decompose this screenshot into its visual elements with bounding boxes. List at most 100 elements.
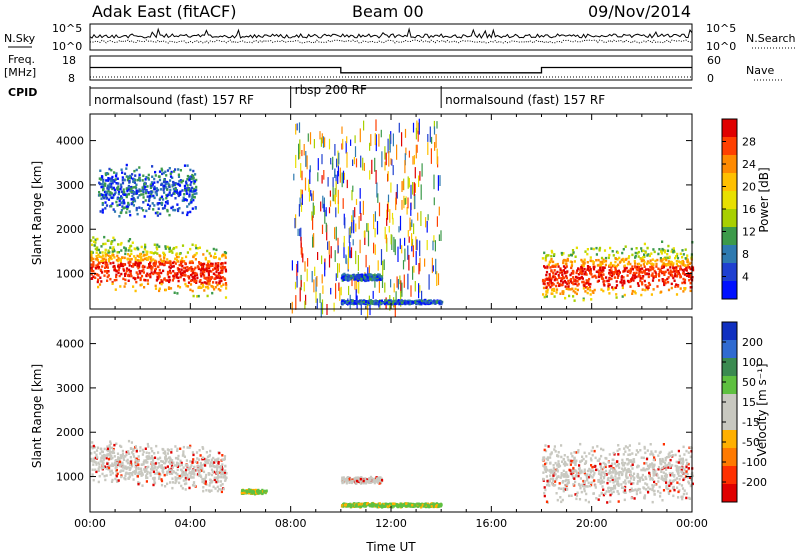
data-cell	[160, 459, 163, 463]
data-cell	[96, 273, 99, 276]
data-cell	[137, 455, 140, 458]
data-cell	[90, 459, 93, 463]
data-cell	[139, 189, 142, 193]
data-cell	[174, 273, 177, 277]
data-cell	[138, 194, 141, 197]
data-cell	[147, 178, 150, 181]
data-cell	[155, 272, 158, 275]
data-cell	[607, 279, 610, 282]
data-cell	[130, 472, 133, 475]
data-cell	[352, 159, 354, 166]
data-cell	[151, 449, 154, 453]
data-cell	[560, 251, 563, 255]
data-cell	[126, 472, 130, 475]
data-cell	[142, 268, 145, 271]
data-cell	[128, 254, 131, 258]
data-cell	[94, 238, 97, 242]
data-cell	[143, 286, 146, 289]
data-cell	[143, 468, 146, 471]
data-cell	[104, 172, 107, 175]
data-cell	[415, 144, 417, 159]
data-cell	[577, 273, 580, 276]
data-cell	[122, 457, 125, 460]
data-cell	[424, 258, 426, 267]
data-cell	[123, 263, 126, 266]
data-cell	[410, 184, 412, 199]
data-cell	[178, 191, 181, 194]
data-cell	[90, 273, 93, 276]
data-cell	[562, 259, 565, 263]
data-cell	[178, 268, 181, 271]
data-cell	[632, 271, 635, 275]
data-cell	[117, 190, 121, 194]
data-cell	[589, 293, 592, 296]
data-cell	[433, 126, 436, 135]
data-cell	[121, 452, 125, 456]
data-cell	[652, 248, 655, 251]
data-cell	[570, 272, 573, 275]
data-cell	[424, 300, 427, 303]
data-cell	[211, 276, 214, 279]
data-cell	[172, 247, 175, 251]
data-cell	[412, 156, 414, 165]
data-cell	[161, 172, 164, 176]
data-cell	[179, 275, 182, 279]
data-cell	[611, 286, 614, 289]
data-cell	[111, 462, 114, 465]
data-cell	[92, 444, 95, 448]
data-cell	[104, 207, 107, 210]
data-cell	[673, 279, 676, 282]
data-cell	[565, 259, 568, 263]
data-cell	[113, 463, 116, 467]
data-cell	[134, 263, 137, 267]
data-cell	[547, 254, 550, 257]
data-cell	[560, 277, 564, 280]
data-cell	[137, 190, 140, 193]
data-cell	[121, 171, 124, 174]
data-cell	[111, 282, 114, 285]
data-cell	[358, 300, 361, 303]
data-cell	[122, 469, 125, 472]
data-cell	[418, 263, 420, 275]
data-cell	[614, 257, 618, 260]
data-cell	[173, 208, 177, 212]
data-cell	[149, 266, 152, 270]
data-cell	[400, 291, 402, 307]
data-cell	[202, 270, 205, 273]
data-cell	[316, 276, 318, 287]
data-cell	[553, 288, 556, 291]
data-cell	[621, 284, 624, 287]
data-cell	[191, 207, 194, 210]
data-cell	[674, 256, 677, 260]
data-cell	[117, 256, 120, 260]
data-cell	[407, 301, 410, 304]
data-cell	[117, 182, 120, 185]
data-cell	[168, 269, 172, 272]
data-cell	[184, 471, 187, 475]
data-cell	[355, 289, 357, 305]
data-cell	[586, 287, 589, 291]
data-cell	[103, 190, 107, 194]
data-cell	[129, 187, 132, 191]
data-cell	[618, 261, 622, 264]
data-cell	[428, 274, 430, 290]
data-cell	[364, 273, 367, 276]
data-cell	[150, 447, 153, 450]
data-cell	[377, 193, 379, 203]
data-cell	[405, 147, 407, 156]
data-cell	[116, 472, 119, 476]
data-cell	[143, 253, 146, 257]
data-cell	[118, 459, 121, 462]
data-cell	[568, 288, 571, 291]
data-cell	[348, 285, 350, 296]
data-cell	[376, 275, 379, 278]
data-cell	[671, 264, 675, 267]
data-cell	[137, 276, 140, 279]
data-cell	[550, 281, 553, 285]
data-cell	[361, 273, 364, 277]
data-cell	[667, 288, 671, 292]
data-cell	[572, 251, 575, 254]
data-cell	[677, 272, 680, 275]
data-cell	[107, 254, 110, 258]
data-cell	[201, 456, 205, 459]
